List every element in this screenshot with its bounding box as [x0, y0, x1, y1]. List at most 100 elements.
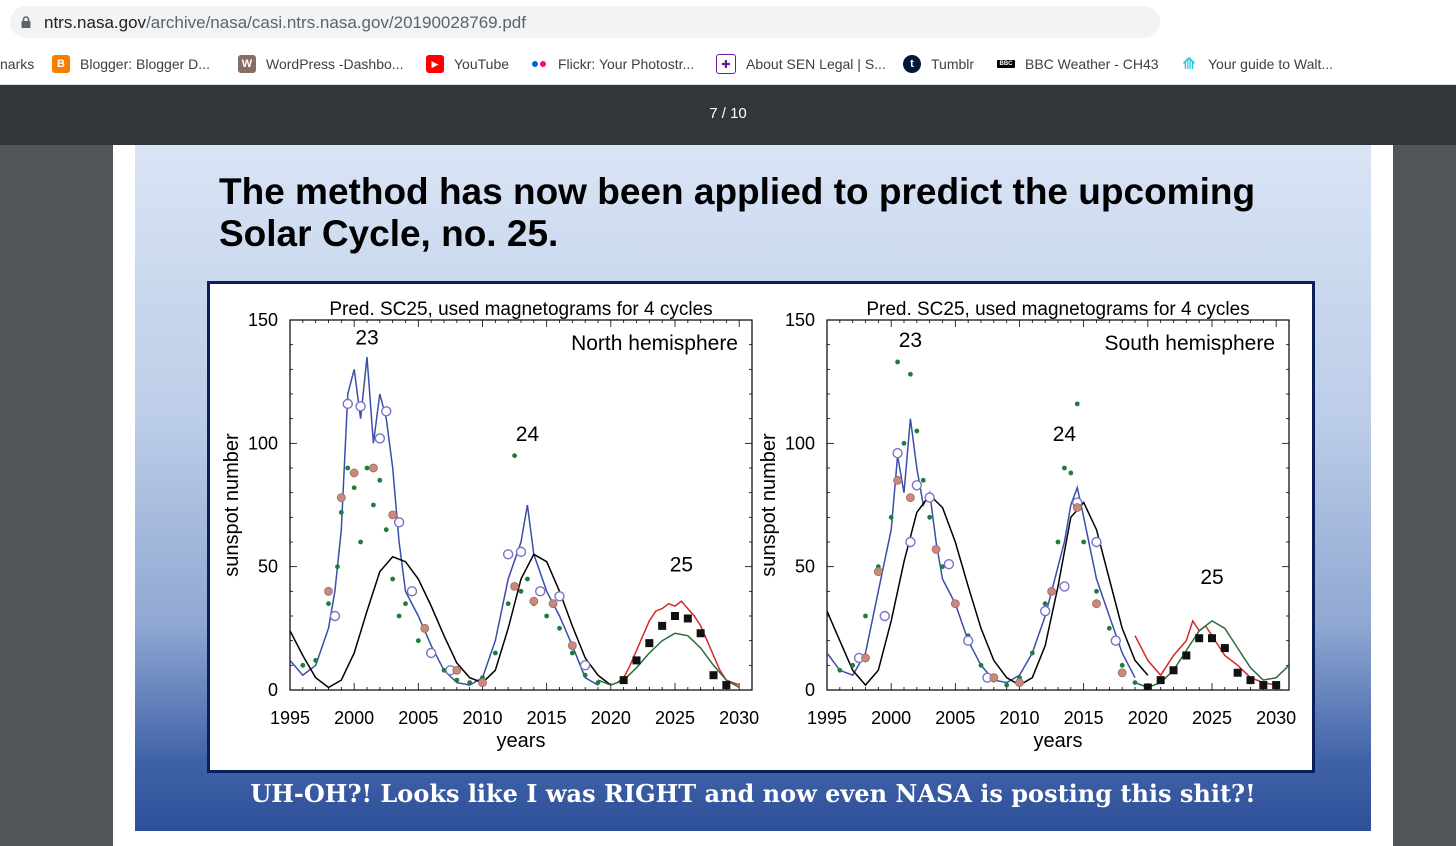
data-open-circle: [911, 480, 923, 491]
data-square: [1156, 676, 1165, 685]
data-filled-circle: [1092, 599, 1101, 609]
data-filled-circle: [529, 596, 539, 606]
data-dot: [313, 658, 319, 663]
data-filled-circle: [478, 678, 487, 688]
data-dot: [1106, 625, 1112, 631]
data-dot: [467, 680, 473, 685]
bookmark-youtube[interactable]: ▶ YouTube: [426, 53, 509, 75]
data-dot: [300, 662, 306, 668]
data-dot: [345, 465, 351, 471]
data-square: [1208, 634, 1216, 643]
data-open-circle: [406, 586, 418, 597]
tumblr-icon: t: [903, 55, 921, 73]
data-open-circle: [1091, 536, 1102, 548]
bookmark-label: BBC Weather - CH43: [1025, 56, 1159, 72]
data-dot: [1094, 588, 1099, 594]
page-indicator[interactable]: 7 / 10: [709, 105, 747, 122]
sunspot-charts: 1995 2000 2005 2010 2015 2020 2025 2030 0 50 100 15…: [221, 299, 1296, 752]
data-open-circle: [1059, 581, 1070, 592]
bookmark-label: Your guide to Walt...: [1208, 56, 1334, 72]
chart-panel-2: 1995 2000 2005 2010 2015 2020 2025 2030 0 50 100 15…: [758, 299, 1296, 752]
data-open-circle: [1039, 605, 1051, 617]
data-open-circle: [374, 433, 386, 444]
data-open-circle: [535, 586, 546, 597]
data-filled-circle: [567, 641, 577, 651]
y-tick-label: 0: [268, 680, 278, 700]
y-tick-label: 0: [805, 680, 815, 700]
figure-panel: 1995 2000 2005 2010 2015 2020 2025 2030 0 50 100 15…: [207, 281, 1315, 773]
data-dot: [371, 502, 376, 508]
lock-icon[interactable]: [20, 16, 32, 28]
data-filled-circle: [861, 653, 870, 663]
data-dot: [837, 667, 843, 673]
bookmark-blogger[interactable]: B Blogger: Blogger D...: [52, 53, 210, 75]
series-line: [616, 600, 740, 686]
cycle-label: 23: [355, 327, 378, 350]
bookmark-item[interactable]: narks: [0, 53, 34, 75]
plot-frame: [826, 319, 1290, 691]
bookmark-bbc-weather[interactable]: BBC BBC Weather - CH43: [997, 53, 1159, 75]
bookmark-label: Flickr: Your Photostr...: [558, 56, 695, 72]
data-filled-circle: [950, 599, 960, 609]
data-filled-circle: [989, 673, 999, 683]
url-box[interactable]: ntrs.nasa.gov/archive/nasa/casi.ntrs.nas…: [10, 6, 1160, 38]
plot-area: [827, 359, 1289, 690]
data-dot: [454, 677, 460, 683]
data-square: [632, 656, 641, 665]
flickr-icon: [530, 55, 548, 73]
data-square: [645, 639, 654, 648]
data-dot: [390, 576, 396, 582]
bookmarks-bar: narks B Blogger: Blogger D... W WordPres…: [0, 44, 1456, 85]
bookmark-flickr[interactable]: Flickr: Your Photostr...: [530, 53, 694, 75]
y-axis-label: sunspot number: [221, 433, 243, 577]
y-axis-label: sunspot number: [758, 433, 780, 577]
bookmark-label: Tumblr: [931, 56, 975, 72]
x-tick-label: 1995: [270, 708, 310, 728]
hemisphere-label: South hemisphere: [1105, 332, 1275, 355]
data-square: [722, 681, 731, 690]
x-tick-label: 2030: [719, 708, 759, 728]
data-dot: [908, 371, 913, 377]
pdf-toolbar: 7 / 10: [0, 85, 1456, 145]
data-dot: [920, 477, 926, 483]
y-tick-label: 150: [785, 310, 815, 330]
data-open-circle: [329, 610, 341, 622]
data-open-circle: [393, 517, 405, 528]
bookmark-label: WordPress -Dashbo...: [266, 56, 404, 72]
data-dot: [335, 564, 340, 570]
x-tick-label: 2010: [462, 708, 502, 728]
bookmark-wordpress[interactable]: W WordPress -Dashbo...: [238, 53, 403, 75]
bookmark-walt[interactable]: ⟰ Your guide to Walt...: [1180, 53, 1333, 75]
data-dot: [441, 667, 447, 673]
data-open-circle: [502, 549, 514, 560]
data-square: [1169, 666, 1178, 675]
address-bar: ntrs.nasa.gov/archive/nasa/casi.ntrs.nas…: [0, 0, 1456, 44]
data-square: [683, 614, 692, 623]
data-dot: [1029, 650, 1035, 656]
url-text[interactable]: ntrs.nasa.gov/archive/nasa/casi.ntrs.nas…: [44, 13, 526, 33]
data-filled-circle: [1072, 503, 1082, 512]
data-open-circle: [879, 610, 890, 622]
data-dot: [505, 601, 511, 607]
data-dot: [1055, 539, 1061, 545]
data-square: [671, 612, 679, 620]
data-square: [709, 671, 718, 680]
data-filled-circle: [336, 493, 346, 503]
x-tick-label: 2000: [334, 708, 374, 728]
data-square: [1143, 683, 1152, 690]
x-axis-label: years: [497, 730, 546, 752]
x-tick-label: 2005: [935, 708, 975, 728]
bookmark-sen-legal[interactable]: ✚ About SEN Legal | S...: [716, 53, 886, 75]
bookmark-tumblr[interactable]: t Tumblr: [903, 53, 974, 75]
data-open-circle: [943, 559, 955, 570]
heading-line-1: The method has now been applied to predi…: [219, 171, 1256, 212]
x-tick-label: 2015: [1064, 708, 1104, 728]
series-line: [290, 553, 612, 689]
chart-title: Pred. SC25, used magnetograms for 4 cycl…: [866, 299, 1249, 320]
data-dot: [518, 588, 524, 594]
data-dot: [582, 672, 588, 678]
x-tick-label: 2020: [1128, 708, 1168, 728]
data-filled-circle: [1047, 586, 1056, 596]
x-tick-label: 2030: [1256, 708, 1296, 728]
data-dot: [940, 564, 945, 570]
